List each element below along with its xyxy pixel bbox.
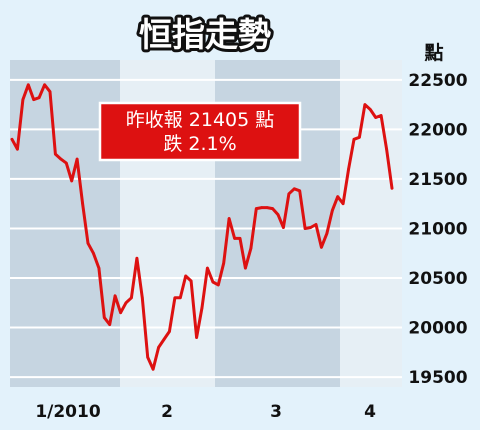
- data-point: [314, 223, 318, 226]
- data-point: [341, 202, 345, 205]
- data-point: [141, 296, 144, 300]
- data-point: [217, 283, 220, 287]
- y-tick-label: 20000: [408, 319, 467, 339]
- data-point: [189, 279, 193, 283]
- data-point: [75, 157, 79, 161]
- x-tick-label: 4: [364, 402, 376, 422]
- chart-title: 恒指走勢: [139, 15, 271, 54]
- data-point: [227, 217, 231, 220]
- data-point: [363, 103, 367, 106]
- data-point: [108, 323, 111, 326]
- data-point: [86, 242, 90, 245]
- data-point: [200, 306, 204, 310]
- data-point: [238, 237, 242, 240]
- y-tick-label: 22500: [408, 71, 467, 91]
- annotation-line-2: 跌 2.1%: [163, 133, 236, 155]
- data-point: [162, 338, 166, 341]
- data-point: [135, 256, 139, 260]
- data-point: [92, 251, 95, 255]
- data-point: [48, 90, 52, 93]
- data-point: [146, 356, 149, 359]
- data-point: [103, 316, 106, 319]
- y-axis-ticks: 19500 20000 20500 21000 21500 22000 22500: [408, 71, 467, 388]
- data-point: [54, 152, 57, 156]
- data-point: [179, 296, 182, 300]
- data-point: [347, 167, 350, 171]
- data-point: [168, 330, 171, 333]
- data-point: [27, 83, 30, 87]
- data-point: [374, 116, 378, 119]
- data-point: [97, 266, 101, 270]
- data-point: [385, 147, 388, 151]
- month-band-4: [340, 60, 402, 387]
- data-point: [276, 213, 280, 216]
- data-point: [70, 179, 73, 183]
- data-point: [303, 227, 307, 230]
- data-point: [65, 161, 68, 165]
- data-point: [244, 266, 247, 270]
- data-point: [287, 192, 291, 196]
- y-tick-label: 21000: [408, 219, 467, 239]
- data-point: [130, 296, 133, 300]
- y-unit-label: 點: [423, 41, 443, 64]
- annotation-line-1: 昨收報 21405 點: [126, 109, 275, 131]
- data-point: [254, 207, 258, 210]
- data-point: [233, 237, 236, 240]
- y-tick-label: 22000: [408, 120, 467, 140]
- data-point: [325, 232, 329, 235]
- x-tick-label: 3: [270, 402, 282, 422]
- data-point: [21, 98, 25, 101]
- data-point: [113, 294, 117, 298]
- data-point: [331, 209, 334, 212]
- data-point: [293, 187, 296, 191]
- data-point: [184, 274, 187, 278]
- data-point: [124, 301, 128, 305]
- x-tick-label: 2: [161, 402, 173, 422]
- x-axis-ticks: 1/2010 2 3 4: [35, 402, 376, 422]
- data-point: [369, 108, 372, 111]
- data-point: [119, 311, 122, 315]
- annotation-box: 昨收報 21405 點 跌 2.1%: [98, 101, 302, 162]
- data-point: [222, 261, 225, 265]
- y-tick-label: 20500: [408, 269, 467, 289]
- data-point: [320, 246, 323, 249]
- data-point: [37, 96, 41, 99]
- data-point: [309, 226, 312, 229]
- data-point: [16, 147, 19, 151]
- data-point: [32, 98, 35, 101]
- data-point: [379, 114, 383, 117]
- annotation-box-bg: [98, 101, 302, 162]
- data-point: [151, 367, 155, 371]
- data-point: [43, 83, 46, 87]
- data-point: [81, 202, 84, 205]
- y-tick-label: 19500: [408, 368, 467, 388]
- data-point: [336, 195, 340, 198]
- data-point: [352, 138, 356, 141]
- x-tick-label: 1/2010: [35, 402, 101, 422]
- data-point: [157, 346, 160, 349]
- data-point: [265, 206, 269, 209]
- data-point: [282, 226, 285, 229]
- data-point: [298, 189, 302, 193]
- data-point: [249, 247, 253, 250]
- series-points: [10, 83, 394, 371]
- data-point: [195, 336, 198, 339]
- y-tick-label: 21500: [408, 170, 467, 190]
- data-point: [271, 207, 274, 210]
- data-point: [10, 138, 14, 141]
- data-point: [390, 187, 394, 190]
- data-point: [211, 280, 215, 284]
- data-point: [358, 136, 361, 139]
- data-point: [59, 157, 63, 161]
- data-point: [173, 296, 177, 300]
- data-point: [260, 206, 264, 209]
- data-point: [206, 266, 209, 270]
